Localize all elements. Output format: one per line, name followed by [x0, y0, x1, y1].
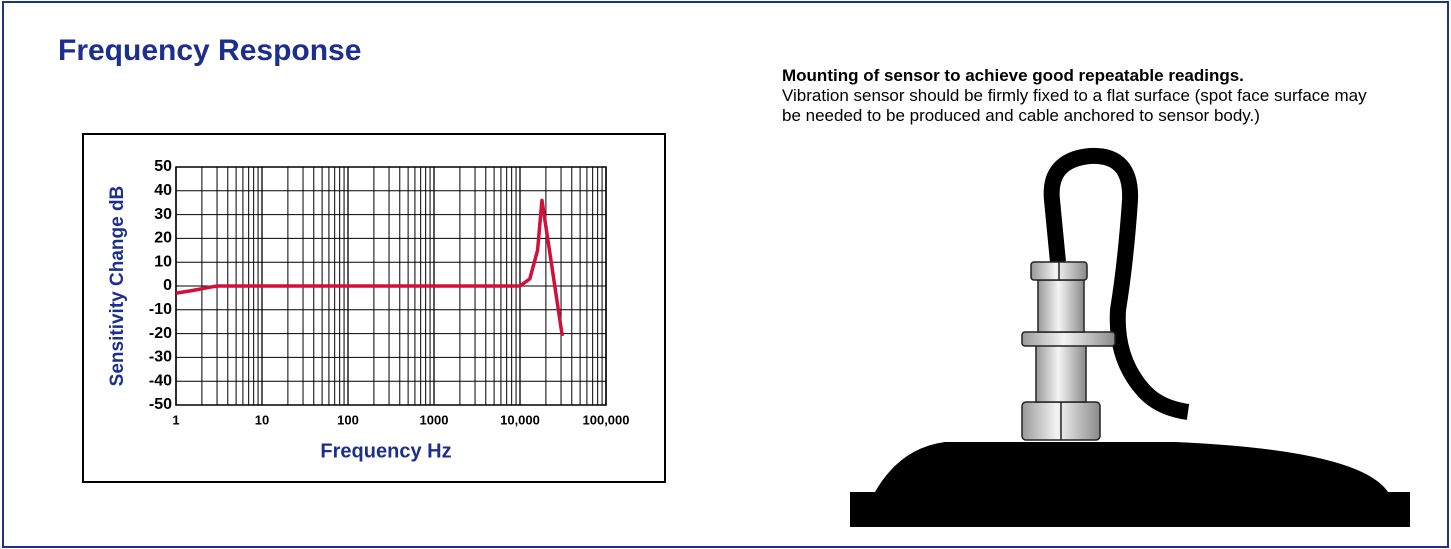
- page: Frequency Response Mounting of sensor to…: [0, 0, 1451, 549]
- sensor: [1022, 262, 1115, 440]
- sensor-illustration: [0, 0, 1451, 549]
- mounting-surface: [850, 442, 1410, 527]
